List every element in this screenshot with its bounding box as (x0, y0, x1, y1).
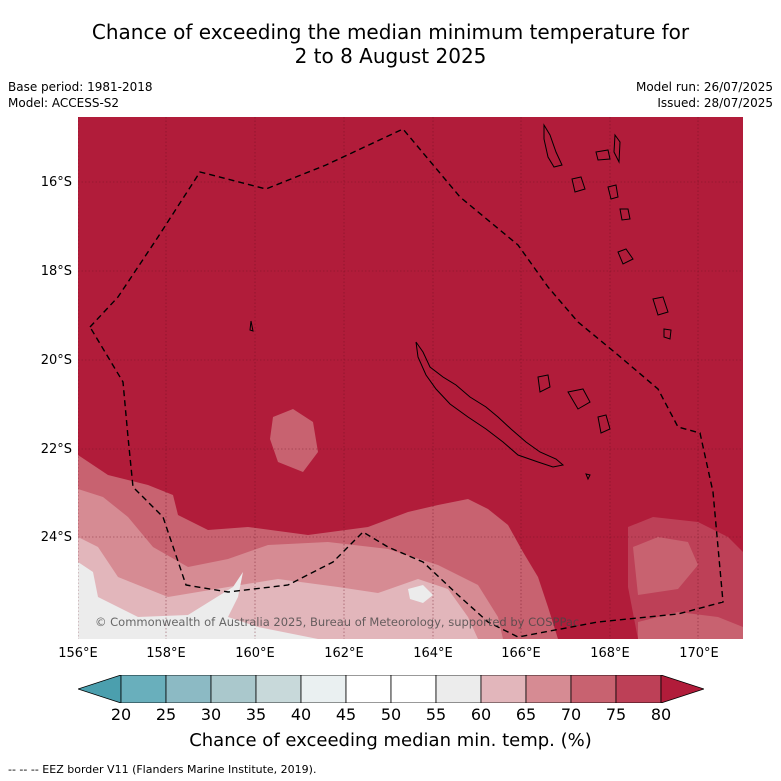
contour-east-70 (633, 537, 698, 595)
colorbar-tick-45: 45 (335, 705, 357, 724)
vanuatu-island-1 (595, 149, 611, 161)
colorbar-tick-55: 55 (425, 705, 447, 724)
lon-label-170e: 170°E (679, 646, 719, 661)
colorbar-tick-50: 50 (380, 705, 402, 724)
map-panel: © Commonwealth of Australia 2025, Bureau… (78, 117, 743, 639)
contour-60-65 (78, 537, 478, 639)
colorbar-arrow-low (78, 675, 122, 703)
colorbar-segment-12 (615, 675, 662, 703)
colorbar (78, 675, 704, 703)
colorbar-tick-30: 30 (200, 705, 222, 724)
vanuatu-island-4 (607, 184, 619, 200)
colorbar-segment-2 (165, 675, 212, 703)
lon-label-164e: 164°E (413, 646, 453, 661)
colorbar-tick-80: 80 (650, 705, 672, 724)
colorbar-tick-70: 70 (560, 705, 582, 724)
colorbar-segment-3 (210, 675, 257, 703)
vanuatu-island-6 (617, 248, 634, 265)
lat-label-18s: 18°S (40, 264, 72, 279)
vanuatu-island-5 (619, 208, 631, 221)
loyalty-island-3 (597, 414, 611, 434)
colorbar-segment-10 (525, 675, 572, 703)
contour-patch-central (270, 409, 318, 472)
colorbar-tick-25: 25 (155, 705, 177, 724)
islet-small (249, 320, 254, 332)
colorbar-segment-4 (255, 675, 302, 703)
islet-isle-of-pines (585, 473, 591, 481)
colorbar-segment-9 (480, 675, 527, 703)
loyalty-island-2 (567, 388, 591, 410)
contour-east-65 (638, 612, 743, 639)
gridlines (78, 117, 743, 639)
colorbar-title: Chance of exceeding median min. temp. (%… (189, 730, 592, 751)
contour-shading (78, 409, 743, 639)
lon-label-160e: 160°E (235, 646, 275, 661)
lat-label-20s: 20°S (40, 353, 72, 368)
contour-patch-island (408, 585, 433, 603)
colorbar-segment-1 (120, 675, 167, 703)
hunter-island (663, 328, 672, 340)
colorbar-segment-7 (390, 675, 437, 703)
title-line-1: Chance of exceeding the median minimum t… (91, 20, 690, 44)
lat-label-16s: 16°S (40, 175, 72, 190)
colorbar-tick-35: 35 (245, 705, 267, 724)
coastlines (249, 123, 672, 481)
colorbar-arrow-high (660, 675, 704, 703)
base-period: Base period: 1981-2018 (8, 80, 153, 94)
loyalty-island-1 (537, 374, 551, 393)
copyright-notice: © Commonwealth of Australia 2025, Bureau… (95, 615, 579, 629)
colorbar-tick-75: 75 (605, 705, 627, 724)
lon-label-162e: 162°E (324, 646, 364, 661)
colorbar-tick-60: 60 (470, 705, 492, 724)
lat-label-22s: 22°S (40, 442, 72, 457)
issued-date: Issued: 28/07/2025 (657, 96, 773, 110)
title-line-2: 2 to 8 August 2025 (294, 44, 487, 68)
colorbar-tick-40: 40 (290, 705, 312, 724)
lon-label-156e: 156°E (58, 646, 98, 661)
eez-footnote: -- -- -- EEZ border V11 (Flanders Marine… (8, 763, 317, 776)
vanuatu-island-2 (571, 176, 586, 193)
vanuatu-north-outline (543, 123, 563, 168)
matthew-island (652, 296, 669, 316)
model-name: Model: ACCESS-S2 (8, 96, 120, 110)
colorbar-tick-20: 20 (110, 705, 132, 724)
vanuatu-island-3 (613, 133, 621, 164)
model-run: Model run: 26/07/2025 (635, 80, 773, 94)
contour-55-60 (78, 562, 318, 639)
lon-label-158e: 158°E (146, 646, 186, 661)
new-caledonia-outline (415, 341, 565, 468)
lon-label-168e: 168°E (590, 646, 630, 661)
colorbar-segment-11 (570, 675, 617, 703)
eez-border (89, 128, 724, 638)
lon-label-166e: 166°E (501, 646, 541, 661)
colorbar-segment-5 (300, 675, 347, 703)
colorbar-tick-65: 65 (515, 705, 537, 724)
colorbar-segment-8 (435, 675, 482, 703)
colorbar-segment-6 (345, 675, 392, 703)
lat-label-24s: 24°S (40, 530, 72, 545)
